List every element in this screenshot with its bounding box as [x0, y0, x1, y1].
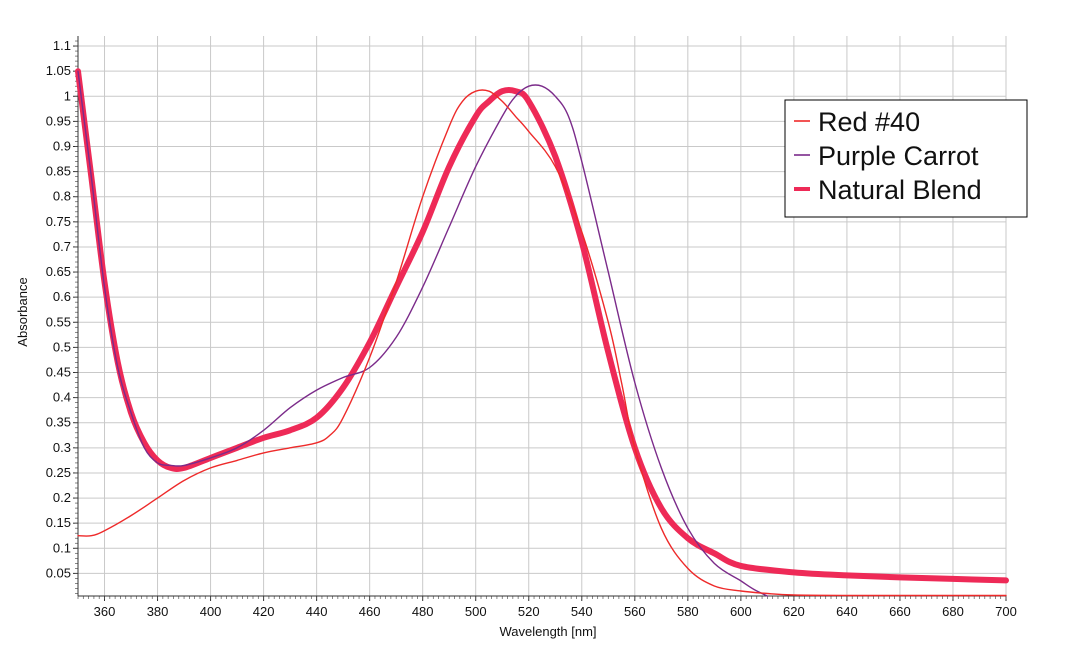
y-tick-label: 0.65 — [46, 264, 71, 279]
y-tick-label: 0.05 — [46, 565, 71, 580]
y-tick-label: 0.6 — [53, 289, 71, 304]
y-tick-label: 0.45 — [46, 365, 71, 380]
y-tick-label: 0.3 — [53, 440, 71, 455]
x-tick-label: 360 — [94, 604, 116, 619]
x-tick-label: 560 — [624, 604, 646, 619]
x-tick-label: 440 — [306, 604, 328, 619]
x-tick-label: 420 — [253, 604, 275, 619]
y-tick-label: 1 — [64, 88, 71, 103]
series-line-purple-carrot — [77, 70, 769, 597]
x-tick-label: 700 — [995, 604, 1017, 619]
legend-label-natural-blend: Natural Blend — [818, 175, 982, 205]
axes: 360 380 400 420 440 460 480 500 520 540 560 580 600 6… — [46, 36, 1017, 619]
y-tick-label: 0.25 — [46, 465, 71, 480]
y-tick-label: 0.5 — [53, 339, 71, 354]
x-tick-label: 460 — [359, 604, 381, 619]
y-axis-label: Absorbance — [15, 277, 30, 346]
x-tick-label: 640 — [836, 604, 858, 619]
y-tick-label: 0.85 — [46, 164, 71, 179]
legend-label-purple-carrot: Purple Carrot — [818, 141, 979, 171]
x-tick-label: 480 — [412, 604, 434, 619]
y-tick-label: 1.05 — [46, 63, 71, 78]
y-tick-label: 0.1 — [53, 540, 71, 555]
x-tick-label: 520 — [518, 604, 540, 619]
x-tick-label: 660 — [889, 604, 911, 619]
y-tick-label: 0.4 — [53, 390, 71, 405]
series-line-red-40 — [77, 89, 1007, 597]
y-tick-label: 0.2 — [53, 490, 71, 505]
y-tick-label: 0.35 — [46, 415, 71, 430]
x-tick-label: 540 — [571, 604, 593, 619]
y-tick-label: 0.15 — [46, 515, 71, 530]
x-axis-label: Wavelength [nm] — [499, 624, 596, 639]
x-tick-label: 580 — [677, 604, 699, 619]
series-line-natural-blend — [75, 68, 1009, 584]
y-tick-label: 0.75 — [46, 214, 71, 229]
y-tick-label: 0.8 — [53, 189, 71, 204]
axis-labels: Wavelength [nm] Absorbance — [15, 277, 597, 639]
y-tick-label: 0.7 — [53, 239, 71, 254]
y-tick-label: 0.55 — [46, 314, 71, 329]
y-tick-label: 0.9 — [53, 138, 71, 153]
x-tick-label: 400 — [200, 604, 222, 619]
x-tick-label: 680 — [942, 604, 964, 619]
y-tick-label: 0.95 — [46, 113, 71, 128]
legend-label-red-40: Red #40 — [818, 107, 920, 137]
x-tick-label: 380 — [147, 604, 169, 619]
x-tick-label: 620 — [783, 604, 805, 619]
legend: Red #40 Purple Carrot Natural Blend — [784, 99, 1028, 218]
grid — [78, 36, 1007, 596]
legend-box — [784, 99, 1028, 218]
y-tick-label: 1.1 — [53, 38, 71, 53]
x-tick-label: 500 — [465, 604, 487, 619]
x-tick-label: 600 — [730, 604, 752, 619]
series-group — [75, 68, 1009, 597]
